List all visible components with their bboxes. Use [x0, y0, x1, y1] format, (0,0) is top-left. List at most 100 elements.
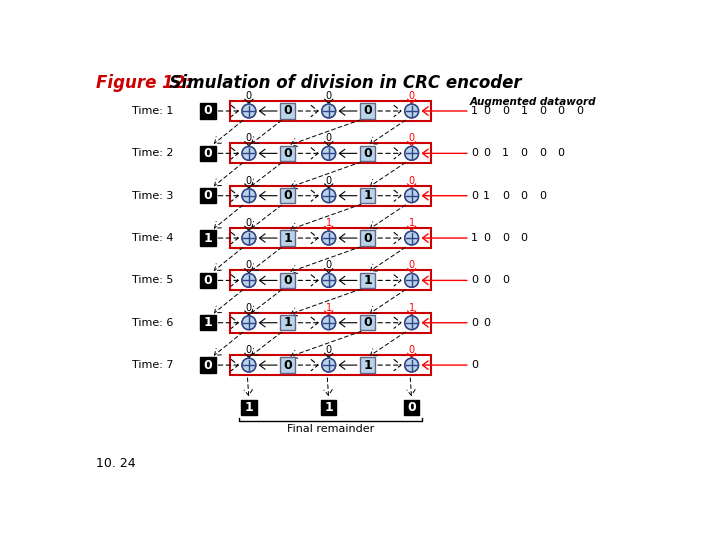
Text: 0: 0	[246, 91, 252, 101]
Text: 0: 0	[363, 316, 372, 329]
Text: 0: 0	[483, 275, 490, 286]
Bar	[230, 186, 431, 206]
Bar	[360, 103, 375, 119]
Circle shape	[322, 358, 336, 372]
Text: 1: 1	[472, 106, 478, 116]
Text: 0: 0	[472, 360, 478, 370]
Text: Simulation of division in CRC encoder: Simulation of division in CRC encoder	[158, 74, 522, 92]
Circle shape	[322, 316, 336, 330]
Text: 0: 0	[246, 303, 252, 313]
Text: 0: 0	[539, 191, 546, 201]
Text: 1: 1	[483, 191, 490, 201]
Text: 0: 0	[521, 148, 528, 158]
Bar	[280, 231, 295, 246]
Text: 0: 0	[283, 189, 292, 202]
Text: 0: 0	[204, 189, 212, 202]
Circle shape	[242, 316, 256, 330]
Text: Augmented dataword: Augmented dataword	[469, 97, 596, 107]
Bar	[230, 313, 431, 333]
Bar	[280, 188, 295, 204]
Text: 0: 0	[246, 260, 252, 271]
Text: 0: 0	[363, 232, 372, 245]
Text: 1: 1	[245, 401, 253, 414]
Circle shape	[322, 273, 336, 287]
Text: 0: 0	[539, 106, 546, 116]
Bar	[280, 315, 295, 330]
Text: 1: 1	[324, 401, 333, 414]
Bar	[280, 357, 295, 373]
Text: Time: 4: Time: 4	[132, 233, 174, 243]
Bar	[200, 188, 215, 204]
Text: 0: 0	[558, 148, 564, 158]
Circle shape	[322, 231, 336, 245]
Text: 0: 0	[502, 233, 509, 243]
Text: 0: 0	[521, 191, 528, 201]
Text: 1: 1	[325, 218, 332, 228]
Text: 0: 0	[246, 218, 252, 228]
Circle shape	[242, 104, 256, 118]
Text: 0: 0	[283, 105, 292, 118]
Circle shape	[242, 273, 256, 287]
Circle shape	[242, 146, 256, 160]
Bar	[241, 400, 256, 415]
Bar	[360, 273, 375, 288]
Text: 1: 1	[363, 189, 372, 202]
Circle shape	[405, 358, 418, 372]
Text: Time: 6: Time: 6	[132, 318, 174, 328]
Text: Final remainder: Final remainder	[287, 423, 374, 434]
Text: 1: 1	[521, 106, 528, 116]
Text: 0: 0	[576, 106, 583, 116]
Text: Time: 1: Time: 1	[132, 106, 174, 116]
Text: 0: 0	[408, 133, 415, 143]
Circle shape	[242, 231, 256, 245]
Text: 1: 1	[325, 303, 332, 313]
Text: 0: 0	[472, 191, 478, 201]
Text: 0: 0	[246, 133, 252, 143]
Bar	[200, 273, 215, 288]
Circle shape	[322, 104, 336, 118]
Circle shape	[405, 316, 418, 330]
Text: 0: 0	[363, 147, 372, 160]
Bar	[321, 400, 336, 415]
Text: 0: 0	[408, 345, 415, 355]
Text: 0: 0	[325, 91, 332, 101]
Circle shape	[405, 231, 418, 245]
Circle shape	[242, 358, 256, 372]
Text: 1: 1	[472, 233, 478, 243]
Circle shape	[242, 189, 256, 202]
Circle shape	[405, 146, 418, 160]
Text: 1: 1	[363, 274, 372, 287]
Text: 0: 0	[483, 233, 490, 243]
Bar	[404, 400, 419, 415]
Bar	[230, 228, 431, 248]
Text: 0: 0	[483, 106, 490, 116]
Text: 0: 0	[472, 318, 478, 328]
Text: 0: 0	[283, 274, 292, 287]
Text: 0: 0	[325, 345, 332, 355]
Bar	[360, 231, 375, 246]
Text: Time: 5: Time: 5	[132, 275, 174, 286]
Text: Figure 12:: Figure 12:	[96, 74, 192, 92]
Bar	[360, 357, 375, 373]
Text: Time: 2: Time: 2	[132, 148, 174, 158]
Bar	[200, 103, 215, 119]
Text: 0: 0	[408, 91, 415, 101]
Bar	[280, 273, 295, 288]
Text: 0: 0	[204, 147, 212, 160]
Text: 1: 1	[283, 316, 292, 329]
Text: 0: 0	[325, 176, 332, 186]
Text: 1: 1	[363, 359, 372, 372]
Text: Time: 7: Time: 7	[132, 360, 174, 370]
Bar	[230, 271, 431, 291]
Text: 1: 1	[283, 232, 292, 245]
Text: 1: 1	[204, 316, 212, 329]
Text: 0: 0	[521, 233, 528, 243]
Circle shape	[322, 189, 336, 202]
Text: 0: 0	[204, 274, 212, 287]
Text: 0: 0	[472, 148, 478, 158]
Text: 0: 0	[204, 105, 212, 118]
Bar	[200, 146, 215, 161]
Circle shape	[405, 273, 418, 287]
Text: 0: 0	[502, 191, 509, 201]
Bar	[360, 188, 375, 204]
